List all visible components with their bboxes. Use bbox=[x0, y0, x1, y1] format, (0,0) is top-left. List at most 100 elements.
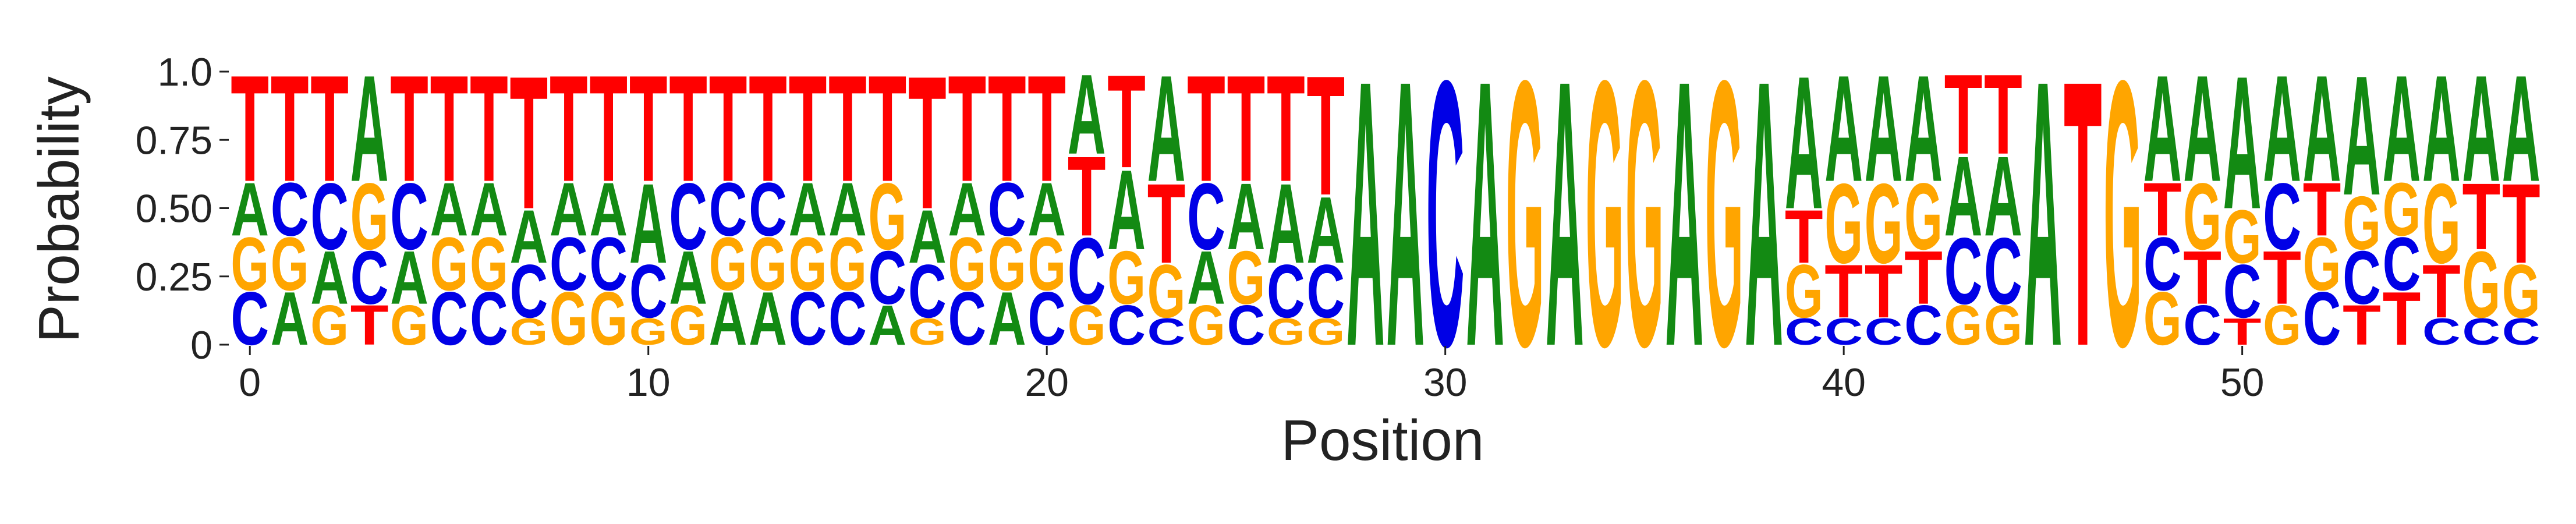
logo-letter-c-pos-27: C bbox=[1306, 249, 1345, 334]
logo-letter-a-pos-36: A bbox=[1666, 1, 1704, 425]
logo-letter-t-pos-25: T bbox=[1227, 45, 1266, 214]
logo-letter-g-pos-49: G bbox=[2183, 164, 2221, 270]
logo-letter-c-pos-9: C bbox=[589, 221, 628, 306]
logo-letter-c-pos-40: C bbox=[1824, 310, 1863, 353]
logo-letter-g-pos-5: G bbox=[430, 222, 469, 307]
logo-letter-t-pos-23: T bbox=[1147, 160, 1186, 287]
logo-letter-t-pos-22: T bbox=[1107, 47, 1146, 196]
logo-letter-c-pos-50: C bbox=[2223, 249, 2262, 334]
logo-letter-a-pos-20: A bbox=[1027, 167, 1066, 252]
y-axis: 0 0.25 0.50 0.75 1.0 bbox=[136, 50, 229, 367]
logo-letter-a-pos-55: A bbox=[2422, 44, 2461, 214]
logo-letter-g-pos-50: G bbox=[2223, 195, 2262, 279]
x-tick-label: 40 bbox=[1822, 360, 1866, 405]
logo-letter-g-pos-20: G bbox=[1027, 222, 1066, 307]
logo-letter-g-pos-11: G bbox=[669, 293, 707, 357]
y-tick-label: 0.75 bbox=[136, 118, 212, 162]
logo-letter-c-pos-44: C bbox=[1984, 218, 2022, 324]
y-tick-label: 1.0 bbox=[157, 50, 212, 94]
logo-letter-a-pos-25: A bbox=[1227, 164, 1266, 269]
logo-letter-g-pos-26: G bbox=[1267, 310, 1305, 353]
logo-letter-c-pos-57: C bbox=[2502, 310, 2540, 353]
logo-letter-t-pos-0: T bbox=[231, 45, 269, 214]
logo-letter-a-pos-52: A bbox=[2303, 44, 2341, 214]
logo-letter-t-pos-10: T bbox=[629, 45, 668, 214]
logo-letter-c-pos-12: C bbox=[709, 167, 747, 252]
logo-letter-t-pos-44: T bbox=[1984, 51, 2022, 178]
logo-letter-g-pos-6: G bbox=[470, 222, 508, 307]
logo-letter-c-pos-21: C bbox=[1068, 218, 1106, 324]
logo-letter-t-pos-48: T bbox=[2143, 168, 2182, 252]
logo-letter-c-pos-55: C bbox=[2422, 310, 2461, 353]
logo-letter-g-pos-14: G bbox=[789, 222, 827, 307]
logo-letter-g-pos-54: G bbox=[2383, 168, 2421, 252]
logo-letter-g-pos-48: G bbox=[2143, 277, 2182, 362]
logo-letter-t-pos-41: T bbox=[1865, 249, 1903, 334]
logo-letter-t-pos-42: T bbox=[1904, 236, 1943, 320]
logo-letter-c-pos-42: C bbox=[1904, 294, 1943, 357]
logo-letter-g-pos-8: G bbox=[550, 277, 588, 362]
logo-letter-t-pos-15: T bbox=[828, 45, 867, 214]
logo-letter-t-pos-50: T bbox=[2223, 310, 2262, 353]
logo-letter-t-pos-14: T bbox=[789, 45, 827, 214]
x-axis: 0 10 20 30 40 50 bbox=[239, 346, 2264, 405]
logo-letter-a-pos-8: A bbox=[550, 167, 588, 252]
logo-letter-g-pos-24: G bbox=[1187, 293, 1225, 357]
logo-letter-a-pos-6: A bbox=[470, 167, 508, 252]
logo-letter-a-pos-31: A bbox=[1466, 1, 1504, 425]
x-axis-label: Position bbox=[1281, 408, 1484, 472]
logo-letter-t-pos-6: T bbox=[470, 45, 508, 214]
logo-letter-c-pos-1: C bbox=[271, 167, 309, 252]
logo-letter-a-pos-28: A bbox=[1347, 1, 1385, 425]
logo-letter-a-pos-17: A bbox=[908, 194, 947, 279]
y-axis-label: Probability bbox=[27, 76, 91, 343]
logo-letter-c-pos-11: C bbox=[669, 164, 707, 269]
x-tick-label: 0 bbox=[239, 360, 261, 405]
logo-letter-a-pos-44: A bbox=[1984, 133, 2022, 260]
logo-letter-a-pos-24: A bbox=[1187, 235, 1225, 320]
logo-letter-g-pos-34: G bbox=[1586, 2, 1624, 425]
logo-letter-a-pos-51: A bbox=[2263, 44, 2301, 214]
logo-letter-g-pos-22: G bbox=[1107, 236, 1146, 320]
logo-letter-g-pos-13: G bbox=[749, 222, 787, 307]
logo-letter-t-pos-17: T bbox=[908, 37, 947, 249]
logo-letter-g-pos-1: G bbox=[271, 222, 309, 307]
logo-letter-a-pos-49: A bbox=[2183, 44, 2221, 214]
logo-letter-t-pos-5: T bbox=[430, 45, 469, 214]
logo-letter-a-pos-48: A bbox=[2143, 44, 2182, 214]
logo-letter-a-pos-50: A bbox=[2223, 37, 2262, 249]
logo-letters: CGATAGCTGACTTCGAGACTCGATCGATGCATGCATGCAT… bbox=[231, 1, 2540, 426]
logo-letter-g-pos-53: G bbox=[2343, 182, 2381, 266]
logo-letter-t-pos-16: T bbox=[869, 45, 907, 214]
logo-letter-c-pos-51: C bbox=[2263, 164, 2301, 269]
logo-letter-t-pos-53: T bbox=[2343, 293, 2381, 357]
logo-letter-g-pos-2: G bbox=[310, 293, 349, 357]
logo-letter-a-pos-14: A bbox=[789, 167, 827, 252]
logo-letter-a-pos-11: A bbox=[669, 235, 707, 320]
logo-letter-a-pos-10: A bbox=[629, 161, 668, 288]
logo-letter-c-pos-25: C bbox=[1227, 294, 1266, 357]
logo-letter-g-pos-21: G bbox=[1068, 293, 1106, 357]
logo-letter-g-pos-10: G bbox=[629, 310, 668, 353]
logo-letter-a-pos-0: A bbox=[231, 167, 269, 252]
logo-letter-c-pos-43: C bbox=[1944, 218, 1983, 324]
logo-letter-g-pos-37: G bbox=[1705, 2, 1744, 425]
logo-letter-g-pos-56: G bbox=[2462, 232, 2500, 338]
logo-letter-t-pos-12: T bbox=[709, 45, 747, 214]
logo-letter-g-pos-44: G bbox=[1984, 293, 2022, 357]
logo-letter-t-pos-52: T bbox=[2303, 168, 2341, 252]
logo-letter-g-pos-27: G bbox=[1306, 310, 1345, 353]
logo-letter-g-pos-40: G bbox=[1824, 160, 1863, 287]
logo-letter-a-pos-53: A bbox=[2343, 40, 2381, 231]
logo-letter-t-pos-3: T bbox=[350, 293, 389, 357]
logo-letter-g-pos-18: G bbox=[948, 222, 986, 307]
logo-letter-g-pos-47: G bbox=[2103, 2, 2142, 425]
logo-letter-g-pos-39: G bbox=[1785, 250, 1823, 334]
logo-letter-g-pos-15: G bbox=[828, 222, 867, 307]
logo-letter-c-pos-26: C bbox=[1267, 249, 1305, 334]
logo-letter-a-pos-4: A bbox=[390, 235, 428, 320]
logo-letter-t-pos-39: T bbox=[1785, 195, 1823, 279]
logo-letter-a-pos-29: A bbox=[1386, 1, 1425, 425]
logo-letter-c-pos-15: C bbox=[828, 276, 867, 361]
x-tick-label: 10 bbox=[626, 360, 671, 405]
